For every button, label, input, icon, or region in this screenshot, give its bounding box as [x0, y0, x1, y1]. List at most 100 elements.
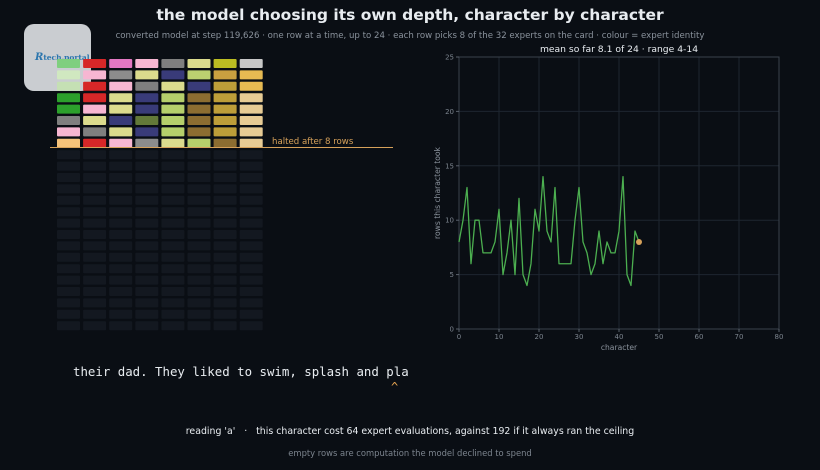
empty-expert-cell — [213, 173, 237, 182]
empty-expert-cell — [239, 298, 263, 308]
empty-expert-cell — [187, 309, 211, 319]
empty-expert-cell — [161, 287, 185, 296]
expert-cell — [213, 127, 237, 137]
empty-expert-cell — [187, 252, 211, 262]
y-axis-label: rows this character took — [433, 146, 442, 238]
empty-expert-cell — [213, 309, 237, 319]
empty-expert-cell — [109, 173, 133, 182]
expert-cell — [239, 127, 263, 137]
empty-expert-cell — [239, 150, 263, 160]
empty-expert-cell — [135, 321, 159, 331]
empty-expert-cell — [161, 195, 185, 205]
empty-expert-cell — [109, 195, 133, 205]
expert-cell — [83, 70, 107, 80]
empty-expert-cell — [57, 298, 80, 308]
expert-cell — [83, 81, 107, 91]
empty-expert-cell — [57, 264, 80, 274]
expert-cell — [161, 138, 185, 148]
empty-expert-cell — [239, 161, 263, 171]
expert-cell — [57, 116, 80, 125]
text-stream: their dad. They liked to swim, splash an… — [73, 364, 409, 379]
expert-cell — [109, 127, 133, 137]
empty-expert-cell — [161, 275, 185, 285]
empty-expert-cell — [109, 252, 133, 262]
empty-expert-cell — [109, 150, 133, 160]
expert-cell — [109, 70, 133, 80]
expert-cell — [83, 127, 107, 137]
x-tick-label: 80 — [775, 333, 784, 341]
empty-expert-cell — [135, 195, 159, 205]
empty-expert-cell — [213, 264, 237, 274]
empty-expert-cell — [135, 252, 159, 262]
empty-expert-cell — [239, 195, 263, 205]
empty-expert-cell — [187, 298, 211, 308]
expert-cell — [239, 93, 263, 103]
empty-expert-cell — [83, 241, 107, 251]
expert-cell — [187, 138, 211, 148]
halt-label: halted after 8 rows — [272, 137, 354, 147]
empty-expert-cell — [161, 173, 185, 182]
empty-expert-cell — [83, 173, 107, 182]
logo-label: tech.portal — [43, 53, 90, 62]
expert-cell — [135, 70, 159, 80]
empty-expert-cell — [161, 207, 185, 217]
y-tick-label: 25 — [445, 54, 454, 62]
empty-expert-cell — [187, 241, 211, 251]
empty-expert-cell — [135, 230, 159, 239]
logo-text: Rtech.portal — [35, 52, 90, 63]
empty-expert-cell — [161, 264, 185, 274]
empty-expert-cell — [213, 287, 237, 296]
empty-expert-cell — [109, 230, 133, 239]
empty-expert-cell — [57, 173, 80, 182]
expert-cell — [57, 93, 80, 103]
x-tick-label: 70 — [735, 333, 744, 341]
empty-expert-cell — [109, 298, 133, 308]
x-tick-label: 50 — [655, 333, 664, 341]
y-tick-label: 5 — [450, 271, 454, 279]
expert-cell — [57, 70, 80, 80]
expert-cell — [187, 104, 211, 114]
empty-expert-cell — [83, 207, 107, 217]
empty-expert-cell — [57, 230, 80, 239]
y-tick-label: 0 — [450, 326, 454, 334]
expert-cell — [161, 70, 185, 80]
empty-expert-cell — [161, 150, 185, 160]
empty-expert-cell — [187, 230, 211, 239]
halt-line — [50, 147, 393, 148]
empty-expert-cell — [161, 184, 185, 194]
empty-expert-cell — [213, 150, 237, 160]
empty-expert-cell — [161, 252, 185, 262]
empty-expert-cell — [213, 195, 237, 205]
y-tick-label: 20 — [445, 108, 454, 116]
expert-cell — [239, 59, 263, 68]
x-tick-label: 0 — [457, 333, 461, 341]
chart-header: mean so far 8.1 of 24 · range 4-14 — [540, 44, 698, 55]
empty-expert-cell — [135, 173, 159, 182]
logo-mark: R — [35, 52, 44, 63]
page-subtitle: converted model at step 119,626 · one ro… — [115, 31, 705, 41]
empty-expert-cell — [213, 207, 237, 217]
expert-cell — [161, 127, 185, 137]
empty-expert-cell — [135, 218, 159, 228]
empty-expert-cell — [213, 298, 237, 308]
empty-expert-cell — [109, 207, 133, 217]
expert-cell — [135, 93, 159, 103]
expert-cell — [109, 104, 133, 114]
empty-expert-cell — [109, 309, 133, 319]
expert-cell — [213, 116, 237, 125]
expert-cell — [135, 127, 159, 137]
expert-cell — [161, 59, 185, 68]
empty-expert-cell — [83, 252, 107, 262]
empty-expert-cell — [83, 275, 107, 285]
empty-expert-cell — [83, 150, 107, 160]
empty-expert-cell — [239, 309, 263, 319]
reading-status: reading 'a' · this character cost 64 exp… — [185, 426, 635, 437]
empty-expert-cell — [135, 150, 159, 160]
empty-expert-cell — [213, 161, 237, 171]
caret-marker: ^ — [391, 380, 399, 394]
expert-cell — [187, 127, 211, 137]
expert-cell — [213, 93, 237, 103]
empty-expert-cell — [83, 321, 107, 331]
empty-expert-cell — [161, 241, 185, 251]
empty-expert-cell — [109, 241, 133, 251]
